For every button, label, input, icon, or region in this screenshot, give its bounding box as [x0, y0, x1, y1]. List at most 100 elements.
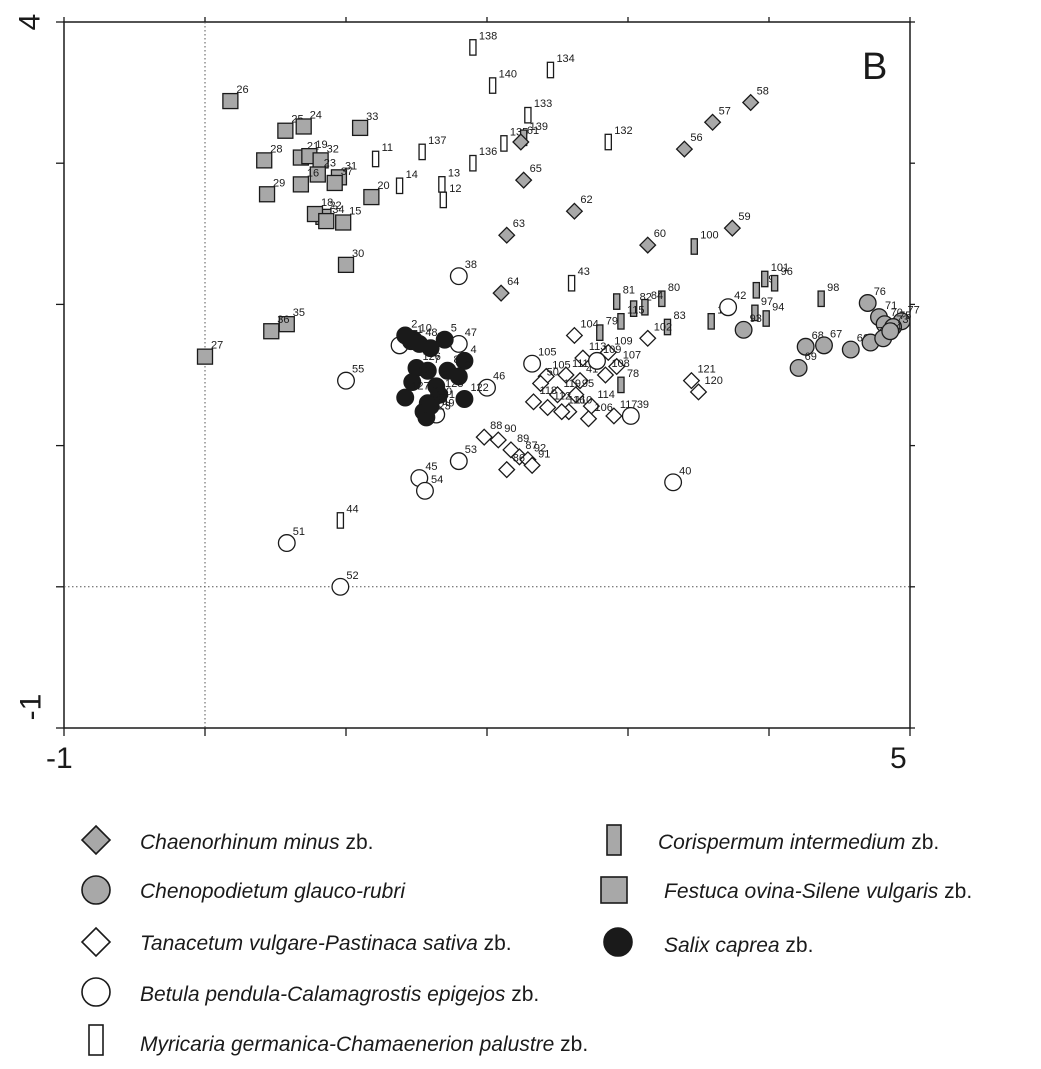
point-tanacetum: [682, 371, 701, 390]
point-betula: [621, 406, 640, 425]
point-chaenorhinum: [741, 93, 760, 112]
point-myricaria: [439, 191, 448, 209]
point-label: 110: [575, 395, 593, 407]
legend-label-suffix: zb.: [779, 934, 814, 957]
point-label: 58: [757, 85, 769, 97]
point-label: 128: [445, 378, 463, 390]
point-chenopodietum: [796, 337, 815, 356]
point-chaenorhinum: [492, 284, 510, 302]
point-label: 64: [507, 276, 519, 288]
point-label: 87: [525, 440, 537, 452]
point-corispermum: [761, 270, 769, 288]
point-tanacetum: [498, 460, 516, 479]
point-tanacetum: [553, 402, 571, 421]
legend-label-name: Festuca ovina-Silene vulgaris: [664, 880, 939, 903]
point-label: 43: [578, 266, 590, 278]
legend-label-chenopodietum: Chenopodietum glauco-rubri: [140, 880, 405, 904]
point-label: 131: [437, 389, 455, 401]
point-label: 105: [538, 347, 556, 359]
point-label: 11: [382, 142, 393, 154]
legend-symbol-chaenorhinum: [80, 824, 112, 856]
panel-label: B: [862, 46, 888, 88]
point-label: 136: [479, 146, 497, 158]
point-label: 69: [805, 351, 817, 363]
point-tanacetum: [489, 431, 507, 449]
point-label: 138: [479, 30, 497, 42]
point-myricaria: [469, 39, 477, 56]
point-label: 140: [499, 69, 517, 81]
point-tanacetum: [599, 343, 617, 362]
legend-label-corispermum: Corispermum intermedium zb.: [658, 831, 939, 855]
point-chaenorhinum: [514, 171, 533, 189]
point-label: 8: [454, 354, 460, 366]
point-label: 98: [827, 282, 839, 294]
point-betula: [337, 371, 355, 390]
point-festuca: [351, 119, 369, 137]
point-label: 100: [700, 230, 718, 242]
legend-label-suffix: zb.: [905, 831, 940, 854]
point-label: 86: [513, 453, 525, 465]
point-label: 73: [896, 314, 908, 326]
point-label: 89: [517, 433, 529, 445]
point-label: 52: [346, 570, 358, 582]
point-label: 5: [451, 323, 457, 335]
point-label: 22: [329, 200, 341, 212]
point-label: 80: [668, 282, 680, 294]
point-label: 119: [564, 378, 582, 390]
point-festuca: [263, 323, 280, 340]
point-betula: [415, 481, 434, 500]
point-chenopodietum: [789, 358, 808, 377]
point-corispermum: [596, 324, 604, 341]
point-corispermum: [612, 293, 621, 310]
point-label: 51: [293, 526, 305, 538]
point-corispermum: [629, 300, 638, 317]
legend-marker: [81, 977, 111, 1007]
point-myricaria: [567, 274, 576, 292]
point-chaenorhinum: [565, 202, 584, 220]
legend-label-myricaria: Myricaria germanica-Chamaenerion palustr…: [140, 1033, 588, 1057]
point-label: 44: [346, 503, 358, 515]
point-salix: [418, 361, 437, 380]
point-label: 116: [568, 395, 586, 407]
point-label: 4: [470, 344, 476, 356]
point-corispermum: [762, 310, 770, 327]
point-label: 132: [614, 125, 632, 137]
legend-label-tanacetum: Tanacetum vulgare-Pastinaca sativa zb.: [140, 932, 512, 956]
legend-marker: [80, 824, 112, 856]
point-label: 137: [428, 135, 446, 147]
point-label: 16: [307, 167, 319, 179]
point-festuca: [295, 118, 312, 135]
point-label: 47: [465, 327, 477, 339]
point-label: 75: [899, 310, 911, 322]
point-label: 38: [465, 259, 477, 271]
point-label: 84: [651, 290, 663, 302]
point-salix: [403, 373, 422, 392]
point-tanacetum: [567, 386, 585, 404]
legend-label-name: Tanacetum vulgare-Pastinaca sativa: [140, 932, 478, 955]
legend-symbol-festuca: [600, 876, 628, 904]
legend-label-suffix: zb.: [477, 932, 512, 955]
point-label: 102: [654, 321, 672, 333]
point-tanacetum: [608, 357, 626, 376]
point-label: 9: [442, 369, 448, 381]
point-corispermum: [752, 281, 761, 299]
point-label: 1: [417, 324, 423, 336]
point-label: 76: [874, 286, 886, 298]
point-label: 34: [332, 204, 344, 216]
point-label: 61: [527, 125, 539, 137]
point-label: 97: [761, 296, 773, 308]
point-label: 109: [614, 335, 632, 347]
point-tanacetum: [524, 393, 543, 411]
point-tanacetum: [565, 326, 584, 345]
point-label: 3: [465, 359, 471, 371]
point-label: 93: [750, 313, 762, 325]
point-festuca: [363, 188, 380, 206]
point-tanacetum: [639, 329, 657, 348]
legend-marker: [80, 926, 112, 958]
point-tanacetum: [571, 371, 589, 390]
point-tanacetum: [538, 398, 557, 417]
point-salix: [421, 339, 440, 358]
point-label: 45: [425, 461, 437, 473]
point-betula: [588, 351, 606, 370]
point-label: 39: [637, 399, 649, 411]
